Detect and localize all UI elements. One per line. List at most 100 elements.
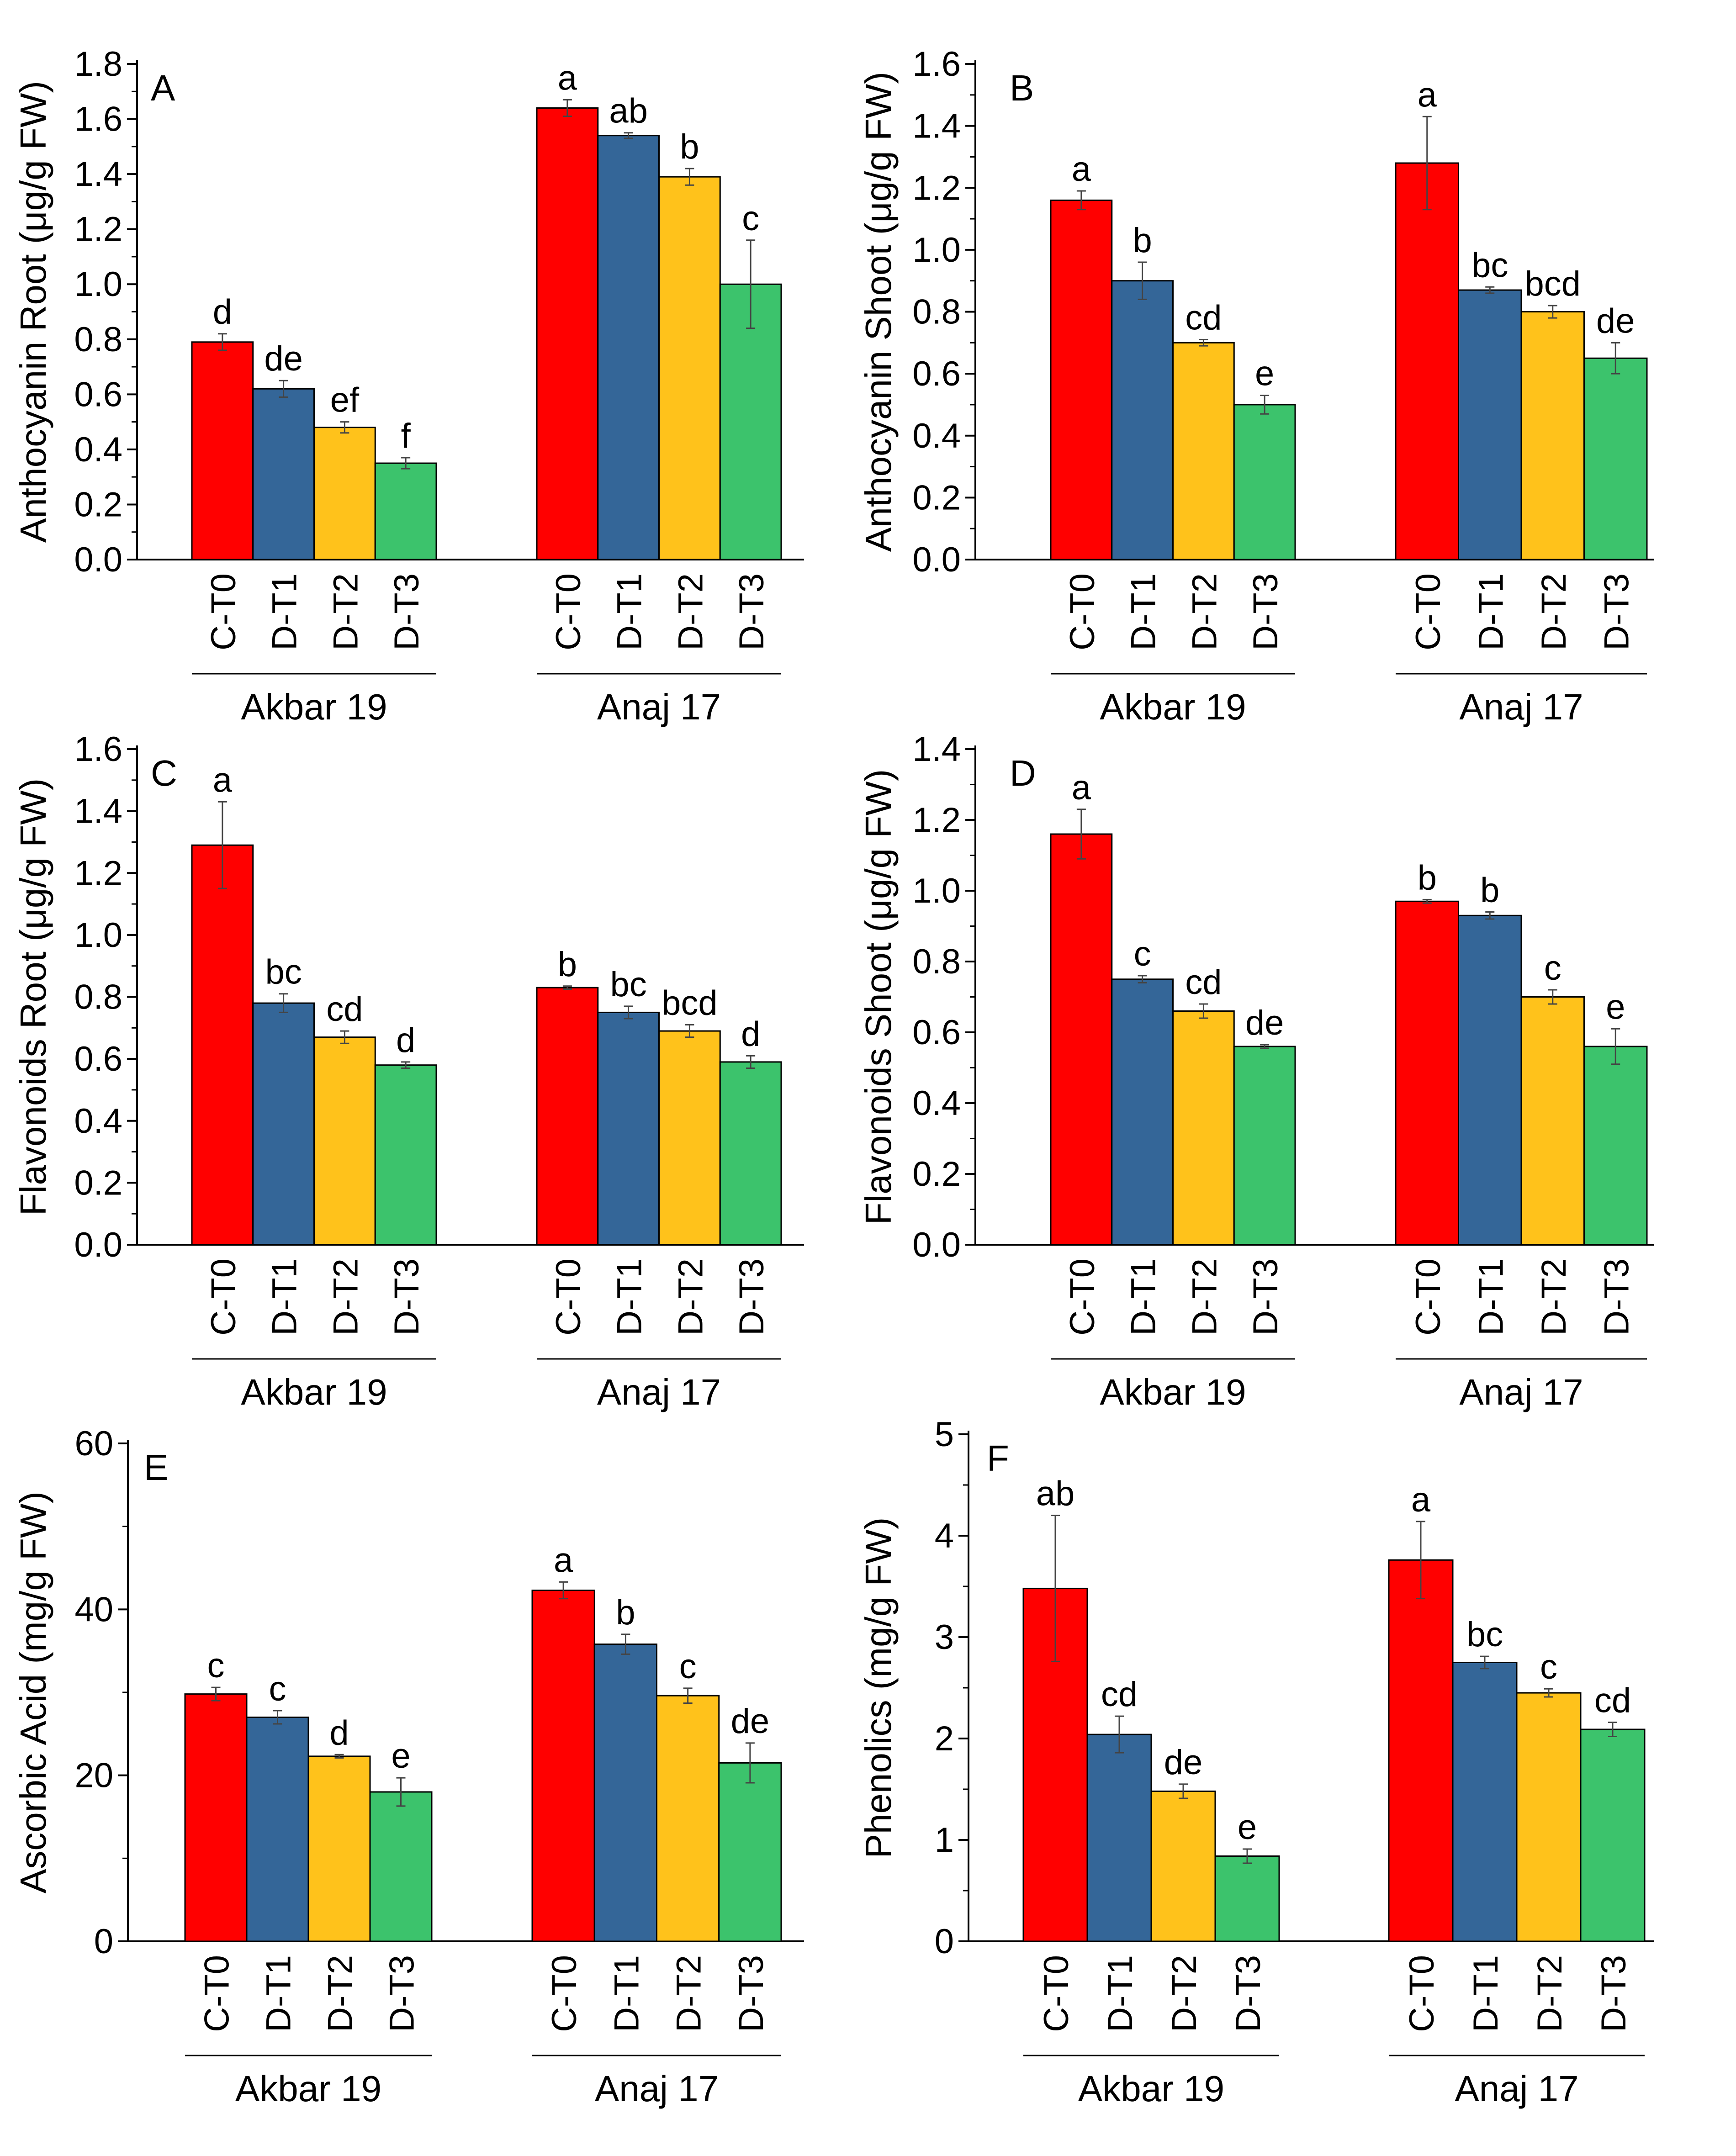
bar-d-t3-anaj-17 bbox=[1583, 357, 1648, 560]
x-tick-label: D-T1 bbox=[610, 1258, 649, 1336]
group-label: Anaj 17 bbox=[1459, 1372, 1583, 1412]
x-tick-label: D-T2 bbox=[1535, 573, 1573, 650]
significance-label: ab bbox=[609, 92, 648, 131]
x-tick-label: D-T2 bbox=[326, 573, 365, 650]
x-tick-label: D-T1 bbox=[265, 573, 304, 650]
significance-label: d bbox=[741, 1015, 760, 1053]
bar-d-t3-anaj-17 bbox=[1580, 1728, 1646, 1942]
bar-d-t1-akbar-19 bbox=[1111, 978, 1174, 1246]
y-tick-label: 0.0 bbox=[74, 1226, 122, 1264]
bar-d-t1-akbar-19 bbox=[1086, 1733, 1152, 1942]
bar-d-t1-anaj-17 bbox=[1458, 914, 1522, 1246]
significance-label: c bbox=[742, 199, 759, 238]
y-tick-label: 0.6 bbox=[74, 375, 122, 414]
bar-c-t0-anaj-17 bbox=[531, 1590, 595, 1942]
x-tick-label: D-T2 bbox=[671, 573, 710, 650]
bar-d-t3-anaj-17 bbox=[719, 1061, 782, 1246]
significance-label: a bbox=[554, 1541, 573, 1580]
group-label: Anaj 17 bbox=[597, 1372, 721, 1412]
significance-label: d bbox=[213, 293, 232, 332]
bar-d-t3-akbar-19 bbox=[369, 1791, 433, 1942]
bar-d-t1-akbar-19 bbox=[1111, 280, 1174, 560]
significance-label: cd bbox=[1101, 1675, 1138, 1714]
x-tick-label: D-T2 bbox=[670, 1955, 709, 2032]
significance-label: a bbox=[1411, 1480, 1431, 1519]
bar-c-t0-anaj-17 bbox=[1388, 1559, 1454, 1942]
significance-label: c bbox=[269, 1670, 286, 1708]
panel-letter: E bbox=[144, 1447, 168, 1488]
bar-d-t3-akbar-19 bbox=[1214, 1855, 1280, 1942]
significance-label: e bbox=[1238, 1808, 1257, 1847]
x-tick-label: D-T2 bbox=[671, 1258, 710, 1336]
significance-label: bc bbox=[610, 965, 646, 1004]
y-tick-label: 1.0 bbox=[74, 916, 122, 955]
y-tick-label: 1.2 bbox=[912, 169, 961, 207]
x-tick-label: D-T3 bbox=[732, 1955, 771, 2032]
y-tick-label: 0.8 bbox=[912, 293, 961, 332]
x-tick-label: C-T0 bbox=[545, 1955, 584, 2032]
chart-panel-f: 0 1 2 3 4 5 Phenolics (mg/g FW) Fab C-T0 cd D-T1 de… bbox=[858, 1415, 1654, 2109]
bar-d-t2-anaj-17 bbox=[1520, 311, 1585, 560]
chart-panel-d: 0.0 0.2 0.4 0.6 0.8 1.0 1.2 1.4 Flavonoids Shoot… bbox=[858, 730, 1654, 1412]
y-tick-label: 1.6 bbox=[74, 100, 122, 139]
group-label: Akbar 19 bbox=[1078, 2068, 1224, 2109]
x-tick-label: D-T3 bbox=[732, 573, 771, 650]
y-tick-label: 1.0 bbox=[912, 231, 961, 270]
significance-label: b bbox=[1480, 871, 1499, 910]
y-tick-label: 0.6 bbox=[912, 1013, 961, 1052]
significance-label: b bbox=[1418, 858, 1437, 897]
y-tick-label: 0.8 bbox=[912, 942, 961, 981]
y-tick-label: 20 bbox=[74, 1756, 113, 1795]
y-tick-label: 4 bbox=[935, 1517, 954, 1555]
x-tick-label: D-T1 bbox=[607, 1955, 646, 2032]
y-tick-label: 0.8 bbox=[74, 320, 122, 359]
significance-label: cd bbox=[1185, 963, 1222, 1002]
y-tick-label: 0.4 bbox=[912, 1084, 961, 1123]
y-tick-label: 0.2 bbox=[912, 478, 961, 517]
y-tick-label: 1.4 bbox=[912, 107, 961, 146]
bar-d-t1-akbar-19 bbox=[252, 388, 315, 560]
significance-label: b bbox=[680, 127, 699, 166]
x-tick-label: D-T1 bbox=[1124, 1258, 1163, 1336]
x-tick-label: D-T2 bbox=[321, 1955, 360, 2032]
chart-panel-c: 0.0 0.2 0.4 0.6 0.8 1.0 1.2 1.4 1.6 Flavonoids Ro… bbox=[13, 730, 804, 1412]
x-tick-label: D-T1 bbox=[265, 1258, 304, 1336]
y-tick-label: 0 bbox=[935, 1922, 954, 1961]
x-tick-label: D-T3 bbox=[387, 1258, 426, 1336]
x-tick-label: C-T0 bbox=[1409, 573, 1448, 650]
bar-c-t0-akbar-19 bbox=[1050, 833, 1113, 1246]
bar-d-t3-akbar-19 bbox=[374, 1064, 437, 1246]
bar-c-t0-akbar-19 bbox=[1050, 199, 1113, 560]
significance-label: a bbox=[1418, 75, 1437, 114]
y-tick-label: 0.0 bbox=[912, 540, 961, 579]
x-tick-label: D-T3 bbox=[1597, 1258, 1636, 1336]
x-tick-label: C-T0 bbox=[1403, 1955, 1441, 2032]
bar-d-t2-akbar-19 bbox=[1172, 1010, 1235, 1246]
y-tick-label: 1.4 bbox=[74, 792, 122, 831]
significance-label: e bbox=[1255, 354, 1274, 393]
bar-d-t2-akbar-19 bbox=[313, 1036, 376, 1246]
significance-label: bc bbox=[1471, 246, 1508, 285]
chart-panel-a: 0.0 0.2 0.4 0.6 0.8 1.0 1.2 1.4 1.6 1.8 Anthocyani… bbox=[13, 45, 804, 727]
significance-label: de bbox=[1164, 1743, 1203, 1782]
x-tick-label: D-T1 bbox=[610, 573, 649, 650]
group-label: Akbar 19 bbox=[235, 2068, 381, 2109]
bar-c-t0-akbar-19 bbox=[191, 844, 254, 1246]
x-tick-label: D-T3 bbox=[1229, 1955, 1268, 2032]
bar-d-t2-anaj-17 bbox=[1520, 996, 1585, 1246]
x-tick-label: D-T3 bbox=[1246, 1258, 1285, 1336]
panel-letter: D bbox=[1010, 753, 1036, 793]
bar-d-t2-akbar-19 bbox=[313, 427, 376, 560]
y-tick-label: 1.2 bbox=[912, 801, 961, 840]
panel-letter: A bbox=[151, 68, 175, 108]
y-tick-label: 0.6 bbox=[74, 1040, 122, 1078]
chart-panel-b: 0.0 0.2 0.4 0.6 0.8 1.0 1.2 1.4 1.6 Anthocyanin S… bbox=[858, 45, 1654, 727]
y-tick-label: 1 bbox=[935, 1821, 954, 1860]
significance-label: d bbox=[396, 1021, 415, 1060]
bar-c-t0-akbar-19 bbox=[184, 1693, 248, 1942]
significance-label: c bbox=[1540, 1648, 1557, 1686]
bar-d-t1-anaj-17 bbox=[1458, 289, 1522, 560]
y-tick-label: 60 bbox=[74, 1424, 113, 1463]
x-tick-label: C-T0 bbox=[549, 1258, 588, 1336]
bar-d-t1-akbar-19 bbox=[252, 1002, 315, 1246]
